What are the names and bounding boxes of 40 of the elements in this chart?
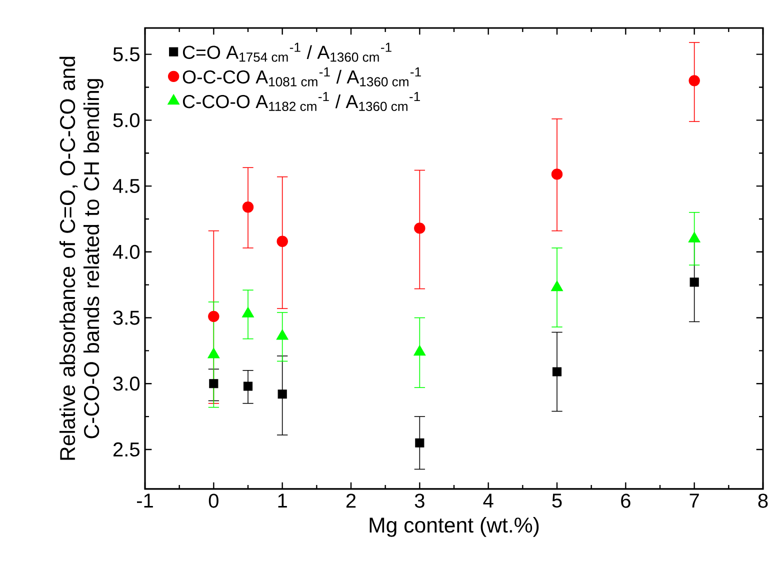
point bbox=[552, 367, 562, 376]
y-tick-label: 4.0 bbox=[112, 244, 140, 259]
legend-label: C=O A$_{1754 cm}$$^{-1}$ / A$_{1360 cm}$-1 bbox=[182, 42, 392, 62]
x-tick-label: 5 bbox=[552, 494, 562, 508]
point bbox=[414, 222, 426, 234]
x-axis-title: Mg content (wt.%) bbox=[370, 517, 539, 537]
x-tick-label: 3 bbox=[414, 494, 424, 508]
y-tick-label: 5.0 bbox=[113, 113, 140, 128]
legend-label: C-CO-O A$_{1182 cm}$$^{-1}$ / A$_{1360 cm}$-1 bbox=[182, 92, 420, 112]
point bbox=[209, 379, 218, 388]
x-tick-label: 6 bbox=[621, 494, 630, 508]
y-axis-title: Relative absorbance of C=O, O-C-CO and C-CO-O bands related to CH bending bbox=[59, 56, 104, 460]
x-tick-label: 7 bbox=[690, 494, 699, 508]
point bbox=[688, 232, 700, 242]
y-tick-label: 3.0 bbox=[113, 376, 140, 391]
x-tick-label: 0 bbox=[208, 494, 218, 508]
y-tick-label: 5.5 bbox=[113, 47, 140, 62]
y-tick-label: 3.5 bbox=[113, 310, 140, 325]
x-tick-label: 4 bbox=[483, 494, 494, 508]
point bbox=[276, 329, 288, 340]
point bbox=[208, 348, 220, 358]
point bbox=[208, 310, 220, 322]
point bbox=[551, 168, 563, 180]
point bbox=[414, 345, 426, 356]
point bbox=[243, 382, 253, 391]
point bbox=[550, 280, 564, 292]
point bbox=[690, 278, 699, 287]
legend-label: O-C-CO A$_{1081 cm}$$^{-1}$ / A$_{1360 cm}$-1 bbox=[182, 67, 421, 86]
x-tick-label: 8 bbox=[758, 494, 768, 508]
point bbox=[242, 202, 254, 213]
x-tick-label: 2 bbox=[346, 494, 356, 508]
x-tick-label: -1 bbox=[136, 494, 153, 508]
point bbox=[415, 438, 424, 448]
point bbox=[688, 75, 700, 86]
x-tick-label: 1 bbox=[278, 494, 287, 508]
y-tick-label: 4.5 bbox=[112, 179, 140, 194]
point bbox=[276, 236, 288, 247]
point bbox=[242, 306, 254, 318]
y-tick-label: 2.5 bbox=[113, 442, 140, 457]
point bbox=[278, 390, 287, 399]
